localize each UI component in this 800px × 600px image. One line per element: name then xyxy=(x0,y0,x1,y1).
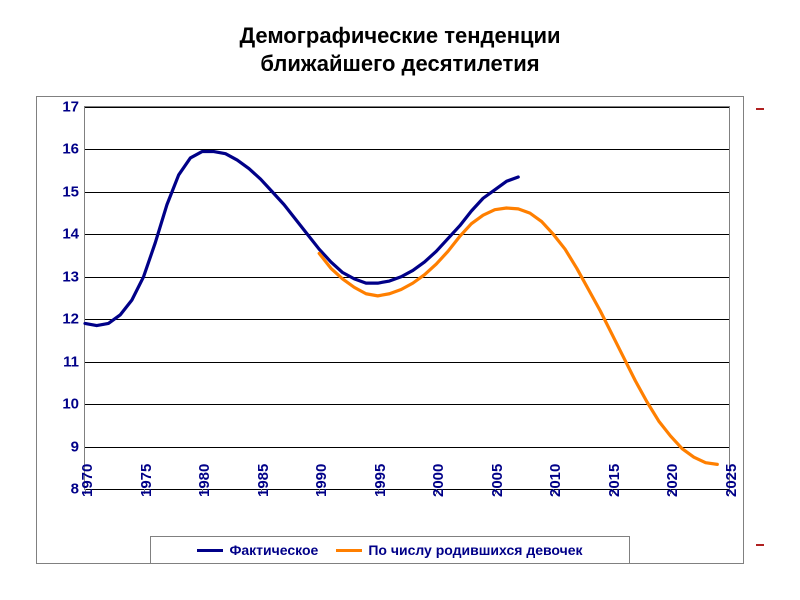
y-tick-label: 17 xyxy=(62,99,85,116)
legend-label: Фактическое xyxy=(229,542,318,558)
gridline xyxy=(85,489,729,490)
y-tick-label: 14 xyxy=(62,226,85,243)
legend-swatch xyxy=(197,549,223,552)
legend-swatch xyxy=(336,549,362,552)
legend-item-actual: Фактическое xyxy=(197,542,318,558)
y-tick-label: 11 xyxy=(63,353,85,370)
side-mark xyxy=(756,544,764,546)
y-tick-label: 13 xyxy=(62,268,85,285)
y-tick-label: 15 xyxy=(62,183,85,200)
title-line-1: Демографические тенденции xyxy=(239,23,560,48)
chart-title: Демографические тенденции ближайшего дес… xyxy=(0,22,800,77)
series-actual xyxy=(85,152,518,326)
y-tick-label: 16 xyxy=(62,141,85,158)
side-mark xyxy=(756,108,764,110)
series-by-girls-born xyxy=(319,208,717,464)
legend: Фактическое По числу родившихся девочек xyxy=(150,536,630,564)
y-tick-label: 9 xyxy=(71,438,85,455)
legend-label: По числу родившихся девочек xyxy=(368,542,582,558)
legend-item-by-girls-born: По числу родившихся девочек xyxy=(336,542,582,558)
series-layer xyxy=(85,107,729,489)
plot-area: 8910111213141516171970197519801985199019… xyxy=(84,106,730,490)
y-tick-label: 10 xyxy=(62,396,85,413)
y-tick-label: 12 xyxy=(62,311,85,328)
title-line-2: ближайшего десятилетия xyxy=(260,51,539,76)
